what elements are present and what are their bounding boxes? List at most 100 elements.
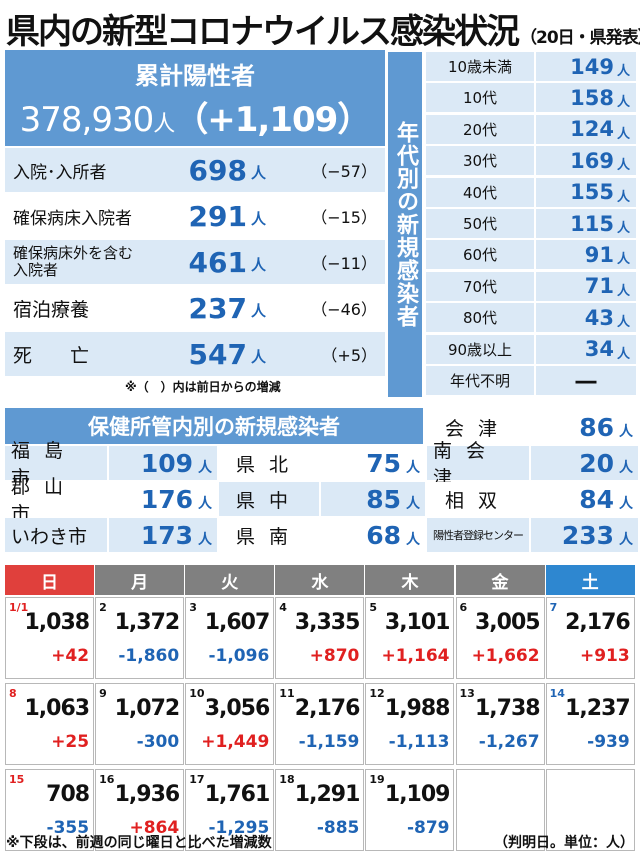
calendar-day: 11 2,176 -1,159 [275,683,365,765]
calendar-day-count: 1,063 [24,696,91,721]
health-center-name: 福島市 [5,440,107,489]
health-center-count: 85 [366,484,401,514]
calendar-day-number: 17 [189,773,205,786]
health-center-count: 68 [366,520,401,550]
health-center-value: 109 人 [109,446,217,480]
weekday-header: 木 [365,565,455,595]
calendar-day-diff: -1,096 [208,646,270,666]
calendar-day-number: 12 [369,687,385,700]
age-row-label: 70代 [426,271,534,301]
health-center-count: 84 [579,484,614,514]
summary-row: 入院･入所者 698 人 （−57） [5,148,385,192]
calendar-day: 2 1,372 -1,860 [95,597,185,679]
calendar-day-number: 4 [279,601,287,614]
health-center-count: 233 [561,520,614,550]
calendar-day-diff: -1,860 [118,646,180,666]
age-row-label: 年代不明 [426,366,534,395]
health-center-unit: 人 [198,496,212,512]
calendar-day-count: 3,056 [204,696,271,721]
health-center-name: 郡山市 [5,476,107,525]
age-row-label: 40代 [426,177,534,207]
age-row: 60代 91 人 [426,240,636,270]
calendar-day: 4 3,335 +870 [275,597,365,679]
calendar-day-count: 1,038 [24,610,91,635]
age-row: 40代 155 人 [426,177,636,207]
age-row-label: 10歳未満 [426,52,534,81]
footer-source: （判明日。単位：人） [494,835,634,851]
summary-row-unit: 人 [251,210,267,228]
calendar-day-number: 18 [279,773,295,786]
age-panel: 年代別の新規感染者 10歳未満 149 人 10代 158 人 20代 124 人 30代 169 人… [388,52,636,397]
age-row-value: ― [536,366,636,395]
age-row: 10歳未満 149 人 [426,52,636,81]
summary-row-label: 入院･入所者 [13,162,107,183]
age-row-unit: 人 [616,189,630,205]
calendar-day-diff: +42 [51,646,90,666]
calendar-day-number: 8 [9,687,17,700]
health-center-panel: 保健所管内別の新規感染者 福島市 109 人県北 75 人郡山市 176 人県中 85 人いわき… [5,408,638,552]
health-center-cell: 会津 86 人 [427,410,638,444]
calendar-day: 15 708 -355 [5,769,95,851]
calendar-day: 16 1,936 +864 [95,769,185,851]
health-center-value: 20 人 [531,446,638,480]
age-row-value: 158 人 [536,83,636,113]
calendar-day-diff: +25 [51,732,90,752]
calendar-day-number: 10 [189,687,205,700]
calendar-day-diff: -885 [316,818,360,838]
health-center-unit: 人 [619,424,633,440]
age-row-count: 91 [584,242,614,267]
calendar-day-diff: -1,113 [388,732,450,752]
calendar-day-number: 9 [99,687,107,700]
age-row-unit: 人 [616,315,630,331]
health-center-name: 陽性者登録センター [427,518,529,552]
health-center-value: 86 人 [531,410,638,444]
age-row-value: 43 人 [536,303,636,333]
health-center-unit: 人 [198,460,212,476]
calendar-day-diff: -1,159 [298,732,360,752]
summary-row-change: （+5） [321,346,377,365]
age-row-unit: 人 [616,64,630,79]
summary-row-unit: 人 [251,164,267,182]
age-row: 20代 124 人 [426,114,636,144]
health-center-value: 75 人 [321,446,425,480]
summary-row-value: 237 [188,291,247,325]
calendar-day-diff: -939 [587,732,630,752]
calendar-day: 14 1,237 -939 [545,683,635,765]
age-row-unit: 人 [616,346,630,362]
health-center-count: 86 [579,412,614,442]
health-center-unit: 人 [619,532,633,548]
age-row-unit: 人 [616,95,630,111]
health-center-cell: 福島市 109 人 [5,440,217,489]
calendar-day-number: 6 [459,601,468,614]
health-center-count: 109 [140,448,193,478]
weekday-header: 日 [5,565,95,595]
health-center-unit: 人 [406,460,420,476]
calendar-day: 19 1,109 -879 [365,769,455,851]
summary-row-unit: 人 [251,302,267,320]
age-panel-title: 年代別の新規感染者 [388,52,422,397]
calendar-day-number: 3 [189,601,197,614]
age-row-label: 80代 [426,303,534,333]
calendar-day-diff: +1,449 [201,732,270,752]
calendar-day-diff: -1,295 [208,818,270,838]
calendar-day-diff: -879 [406,818,450,838]
summary-row: 死 亡 547 人 （+5） [5,332,385,376]
title-subtitle: （20日・県発表） [520,28,640,48]
calendar-day: 6 3,005 +1,662 [455,597,545,679]
age-row-count: 115 [570,211,614,236]
age-row-count: 169 [570,148,614,173]
calendar-day-count: 1,988 [384,696,451,721]
calendar-day-number: 13 [459,687,475,700]
calendar-day-number: 16 [99,773,115,786]
health-center-count: 173 [140,520,193,550]
summary-note: ※（ ）内は前日からの増減 [125,380,281,394]
calendar-day-number: 14 [549,687,565,700]
calendar-day-number: 2 [99,601,107,614]
age-row-value: 71 人 [536,271,636,301]
weekday-header: 火 [185,565,275,595]
summary-row-change: （−57） [311,162,377,181]
calendar-day-diff: +1,164 [381,646,450,666]
age-row-count: 71 [584,274,614,299]
calendar-day-number: 7 [549,601,558,614]
health-center-count: 176 [140,484,193,514]
